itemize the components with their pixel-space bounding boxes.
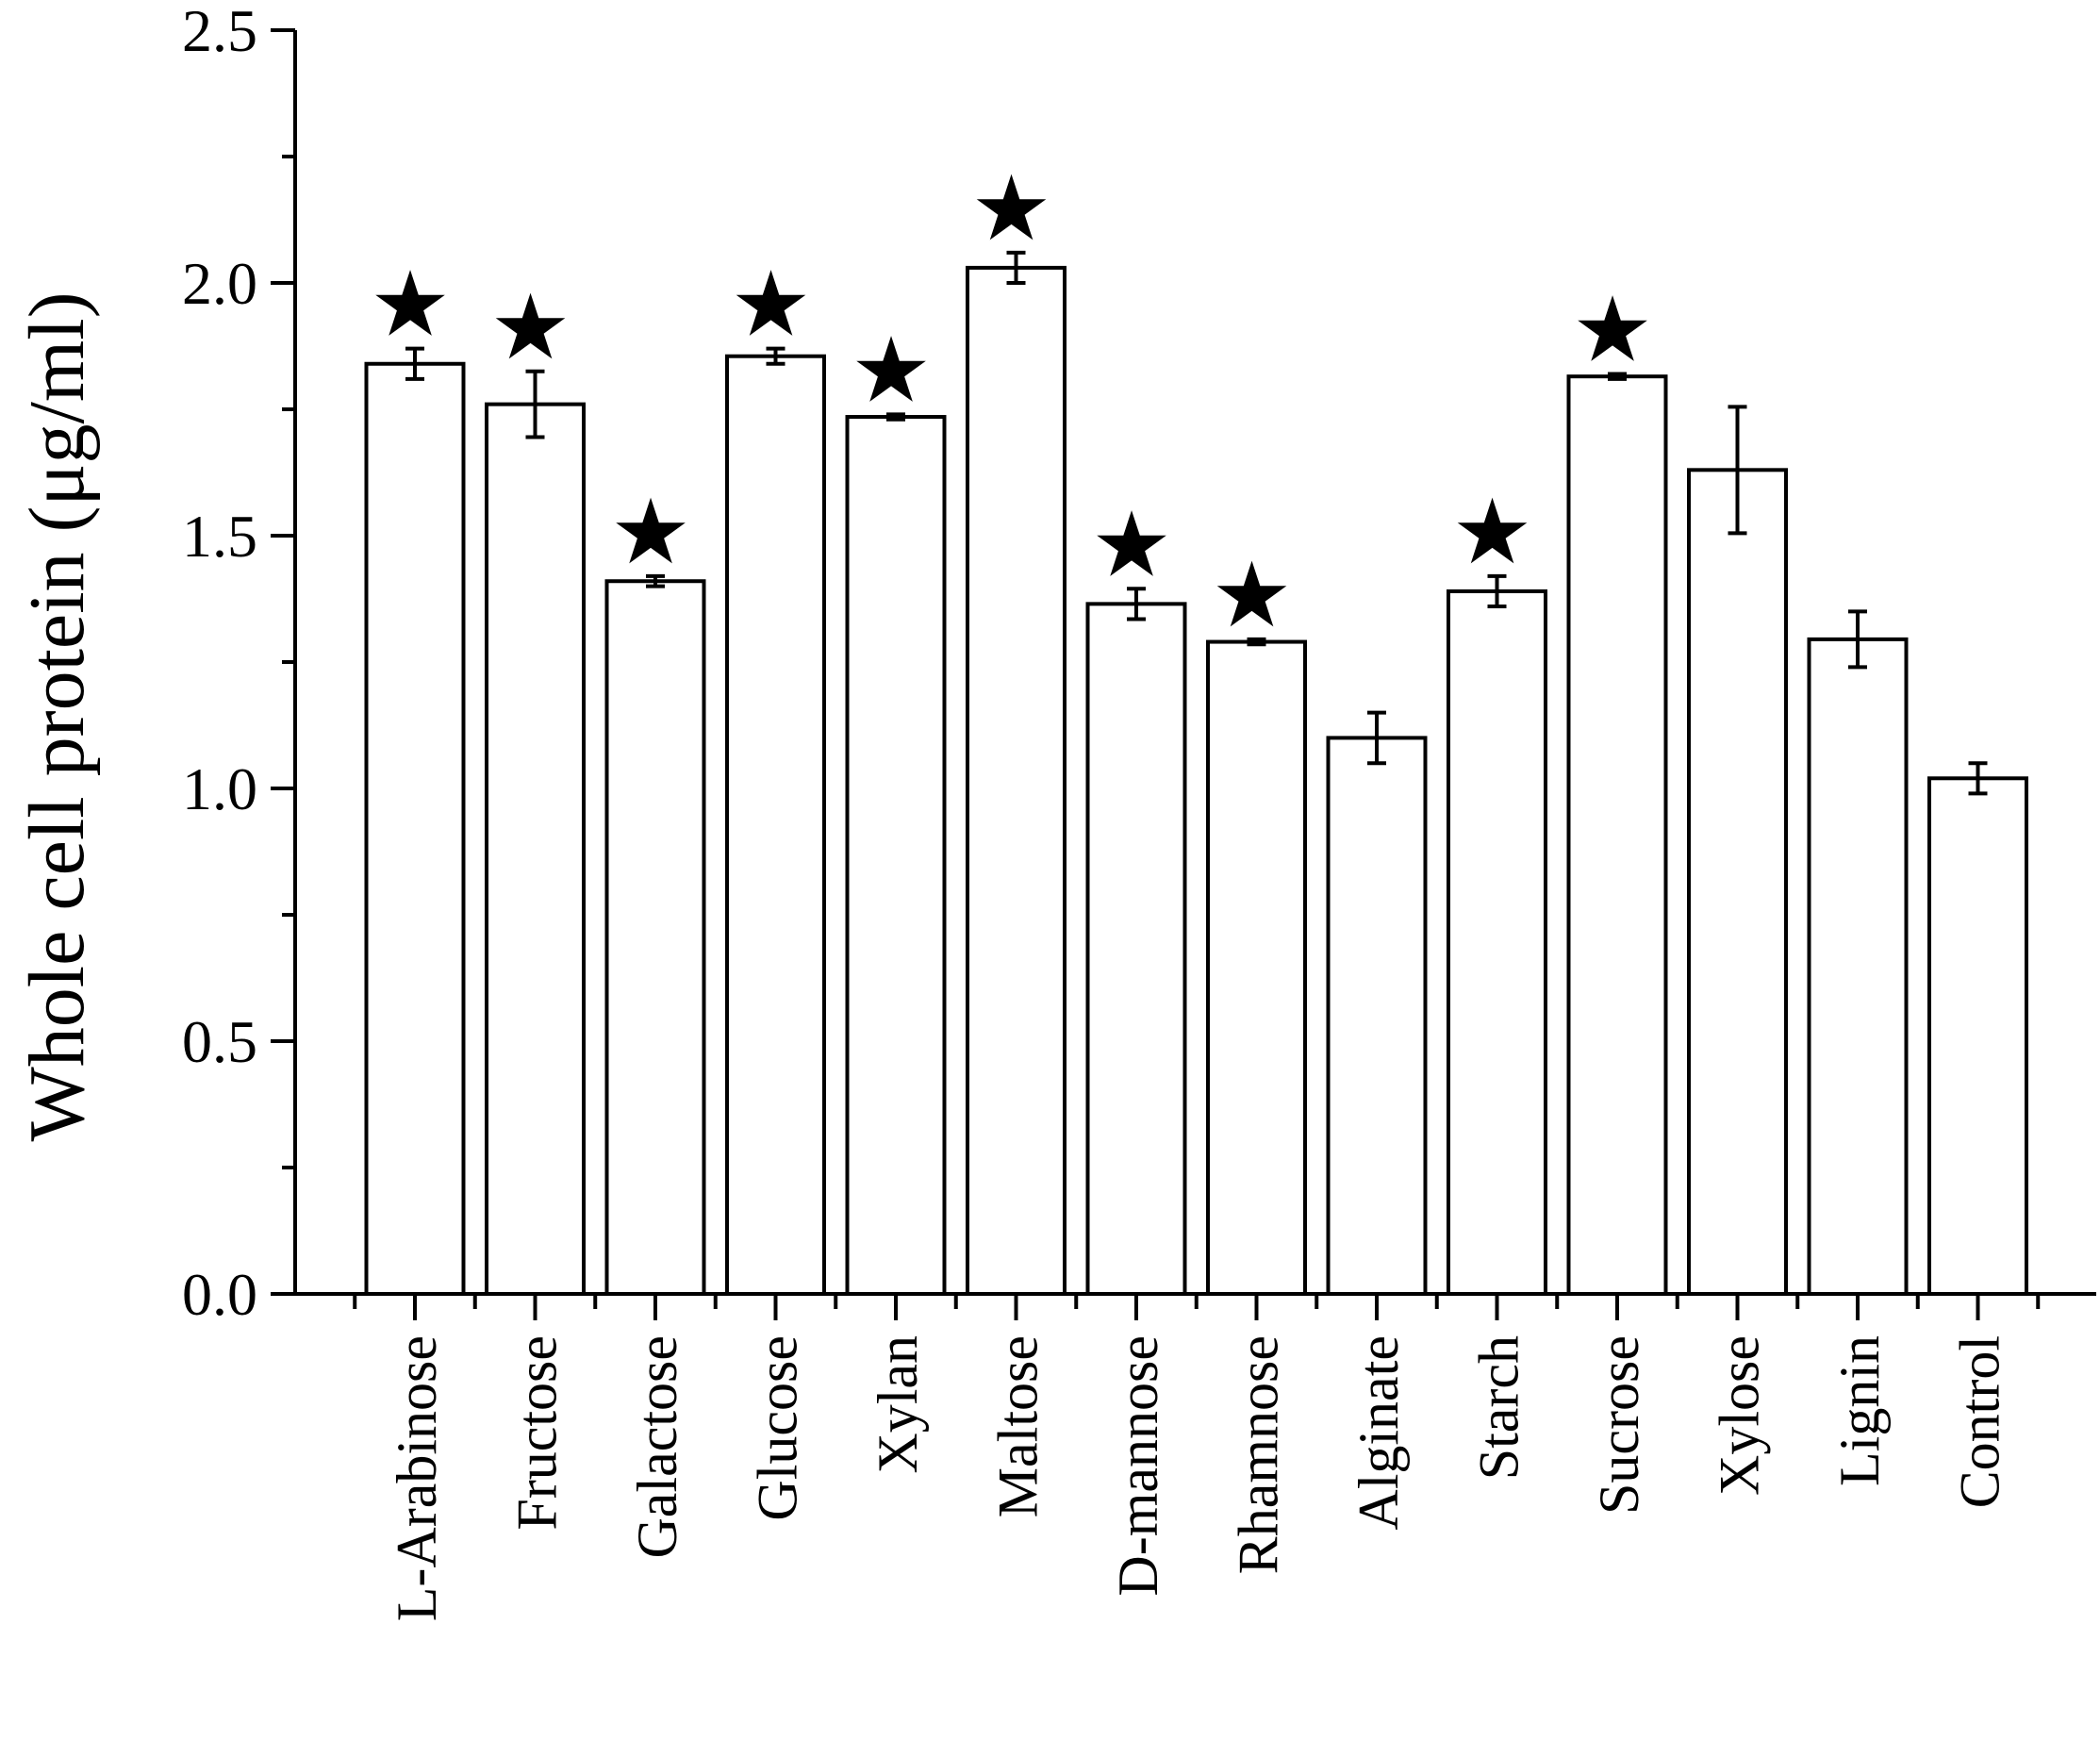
- bar-fructose: [485, 402, 586, 1296]
- x-tick-label: Control: [1949, 1335, 2011, 1508]
- significance-star: ★: [851, 317, 932, 423]
- error-bar: [886, 412, 905, 422]
- bar-d-mannose: [1085, 602, 1187, 1296]
- error-bar: [525, 369, 545, 439]
- bars: [364, 265, 2028, 1297]
- y-axis-title-group: Whole cell protein (μg/ml): [13, 291, 101, 1141]
- significance-star: ★: [610, 479, 691, 585]
- x-axis-labels: L-Arabinose Fructose Galactose Glucose Xylan…: [386, 1335, 2011, 1621]
- x-tick-label: D-mannose: [1107, 1335, 1169, 1597]
- bar-lignin: [1807, 637, 1909, 1296]
- error-bar: [1006, 250, 1026, 285]
- error-bar: [1728, 405, 1747, 536]
- significance-star: ★: [1572, 276, 1653, 382]
- bar-glucose: [725, 354, 826, 1297]
- error-bars: [405, 250, 1988, 796]
- error-bar: [1487, 573, 1507, 609]
- x-tick-label: Maltose: [987, 1335, 1050, 1517]
- bar-control: [1927, 776, 2028, 1296]
- y-tick-label: 1.0: [182, 755, 257, 822]
- error-bar: [1608, 372, 1627, 381]
- x-tick-label: Fructose: [506, 1335, 569, 1531]
- significance-markers: ★ ★ ★ ★ ★ ★ ★ ★ ★ ★: [370, 156, 1653, 648]
- significance-star: ★: [1211, 542, 1292, 648]
- x-tick-label: Lignin: [1828, 1335, 1891, 1486]
- error-bar: [1968, 761, 1988, 796]
- y-tick-label: 2.5: [182, 0, 257, 64]
- error-bar: [766, 346, 785, 366]
- y-tick-label: 0.5: [182, 1008, 257, 1075]
- bar-rhamnose: [1206, 639, 1307, 1296]
- error-bar: [1848, 609, 1867, 670]
- x-tick-label: L-Arabinose: [386, 1335, 448, 1621]
- error-bar: [646, 573, 665, 588]
- y-tick-label: 2.0: [182, 250, 257, 317]
- error-bar: [405, 346, 424, 381]
- y-tick-label: 0.0: [182, 1261, 257, 1328]
- significance-star: ★: [370, 252, 451, 357]
- significance-star: ★: [970, 156, 1051, 261]
- error-bar: [1127, 587, 1146, 621]
- error-bar: [1247, 637, 1266, 647]
- significance-star: ★: [730, 252, 811, 357]
- x-tick-label: Starch: [1468, 1335, 1530, 1480]
- bar-alginate: [1326, 736, 1428, 1296]
- x-tick-label: Alginate: [1348, 1335, 1410, 1531]
- x-tick-label: Rhamnose: [1228, 1335, 1290, 1574]
- y-axis-title: Whole cell protein (μg/ml): [13, 291, 101, 1141]
- x-tick-label: Xylose: [1709, 1335, 1771, 1496]
- bar-xylan: [845, 415, 947, 1297]
- significance-star: ★: [489, 274, 570, 380]
- bar-sucrose: [1566, 374, 1668, 1297]
- y-tick-label: 1.5: [182, 503, 257, 570]
- bar-xylose: [1687, 468, 1788, 1296]
- x-axis-ticks: [353, 1294, 2041, 1320]
- error-bar: [1367, 710, 1386, 766]
- significance-star: ★: [1091, 491, 1172, 597]
- x-tick-label: Galactose: [626, 1335, 688, 1559]
- bar-starch: [1447, 588, 1547, 1296]
- bar-galactose: [604, 579, 706, 1296]
- significance-star: ★: [1451, 479, 1532, 585]
- x-tick-label: Xylan: [867, 1335, 929, 1474]
- bar-maltose: [966, 265, 1067, 1296]
- x-tick-label: Glucose: [747, 1335, 809, 1521]
- x-tick-label: Sucrose: [1588, 1335, 1650, 1515]
- y-axis-ticks: 0.0 0.5 1.0 1.5 2.0 2.5: [182, 0, 295, 1328]
- bar-l-arabinose: [364, 361, 466, 1296]
